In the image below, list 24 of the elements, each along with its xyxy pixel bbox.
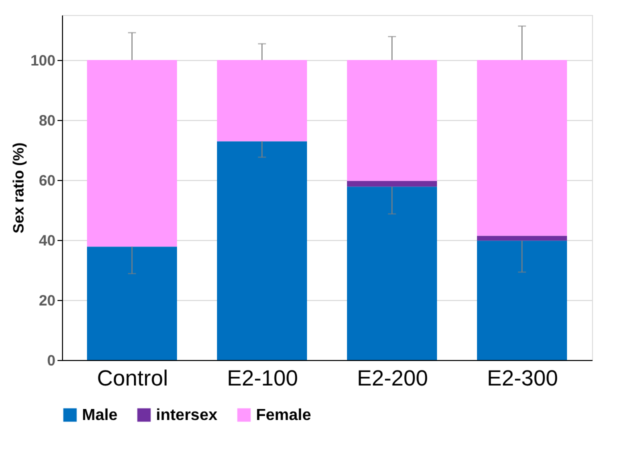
y-tick-label: 80 xyxy=(38,112,56,130)
bar xyxy=(347,180,437,187)
bar xyxy=(87,60,177,247)
bar xyxy=(217,141,307,360)
legend-label: Female xyxy=(256,407,312,424)
bar xyxy=(477,240,567,360)
x-tick-label: E2-100 xyxy=(227,366,298,390)
y-tick-label: 100 xyxy=(30,52,56,70)
bar xyxy=(217,60,307,142)
bar xyxy=(87,246,177,360)
bar xyxy=(347,60,437,181)
legend-label: intersex xyxy=(156,407,218,424)
y-tick-label: 0 xyxy=(47,352,56,370)
x-tick-label: E2-200 xyxy=(357,366,428,390)
y-tick-label: 20 xyxy=(38,292,56,310)
x-tick-label: Control xyxy=(97,366,168,390)
bar xyxy=(477,236,567,241)
y-axis-title: Sex ratio (%) xyxy=(10,142,28,234)
legend-label: Male xyxy=(82,407,118,424)
y-tick-label: 60 xyxy=(38,172,56,190)
x-tick-label: E2-300 xyxy=(487,366,558,390)
bar xyxy=(477,60,567,236)
y-tick-label: 40 xyxy=(38,232,56,250)
bar xyxy=(347,186,437,360)
